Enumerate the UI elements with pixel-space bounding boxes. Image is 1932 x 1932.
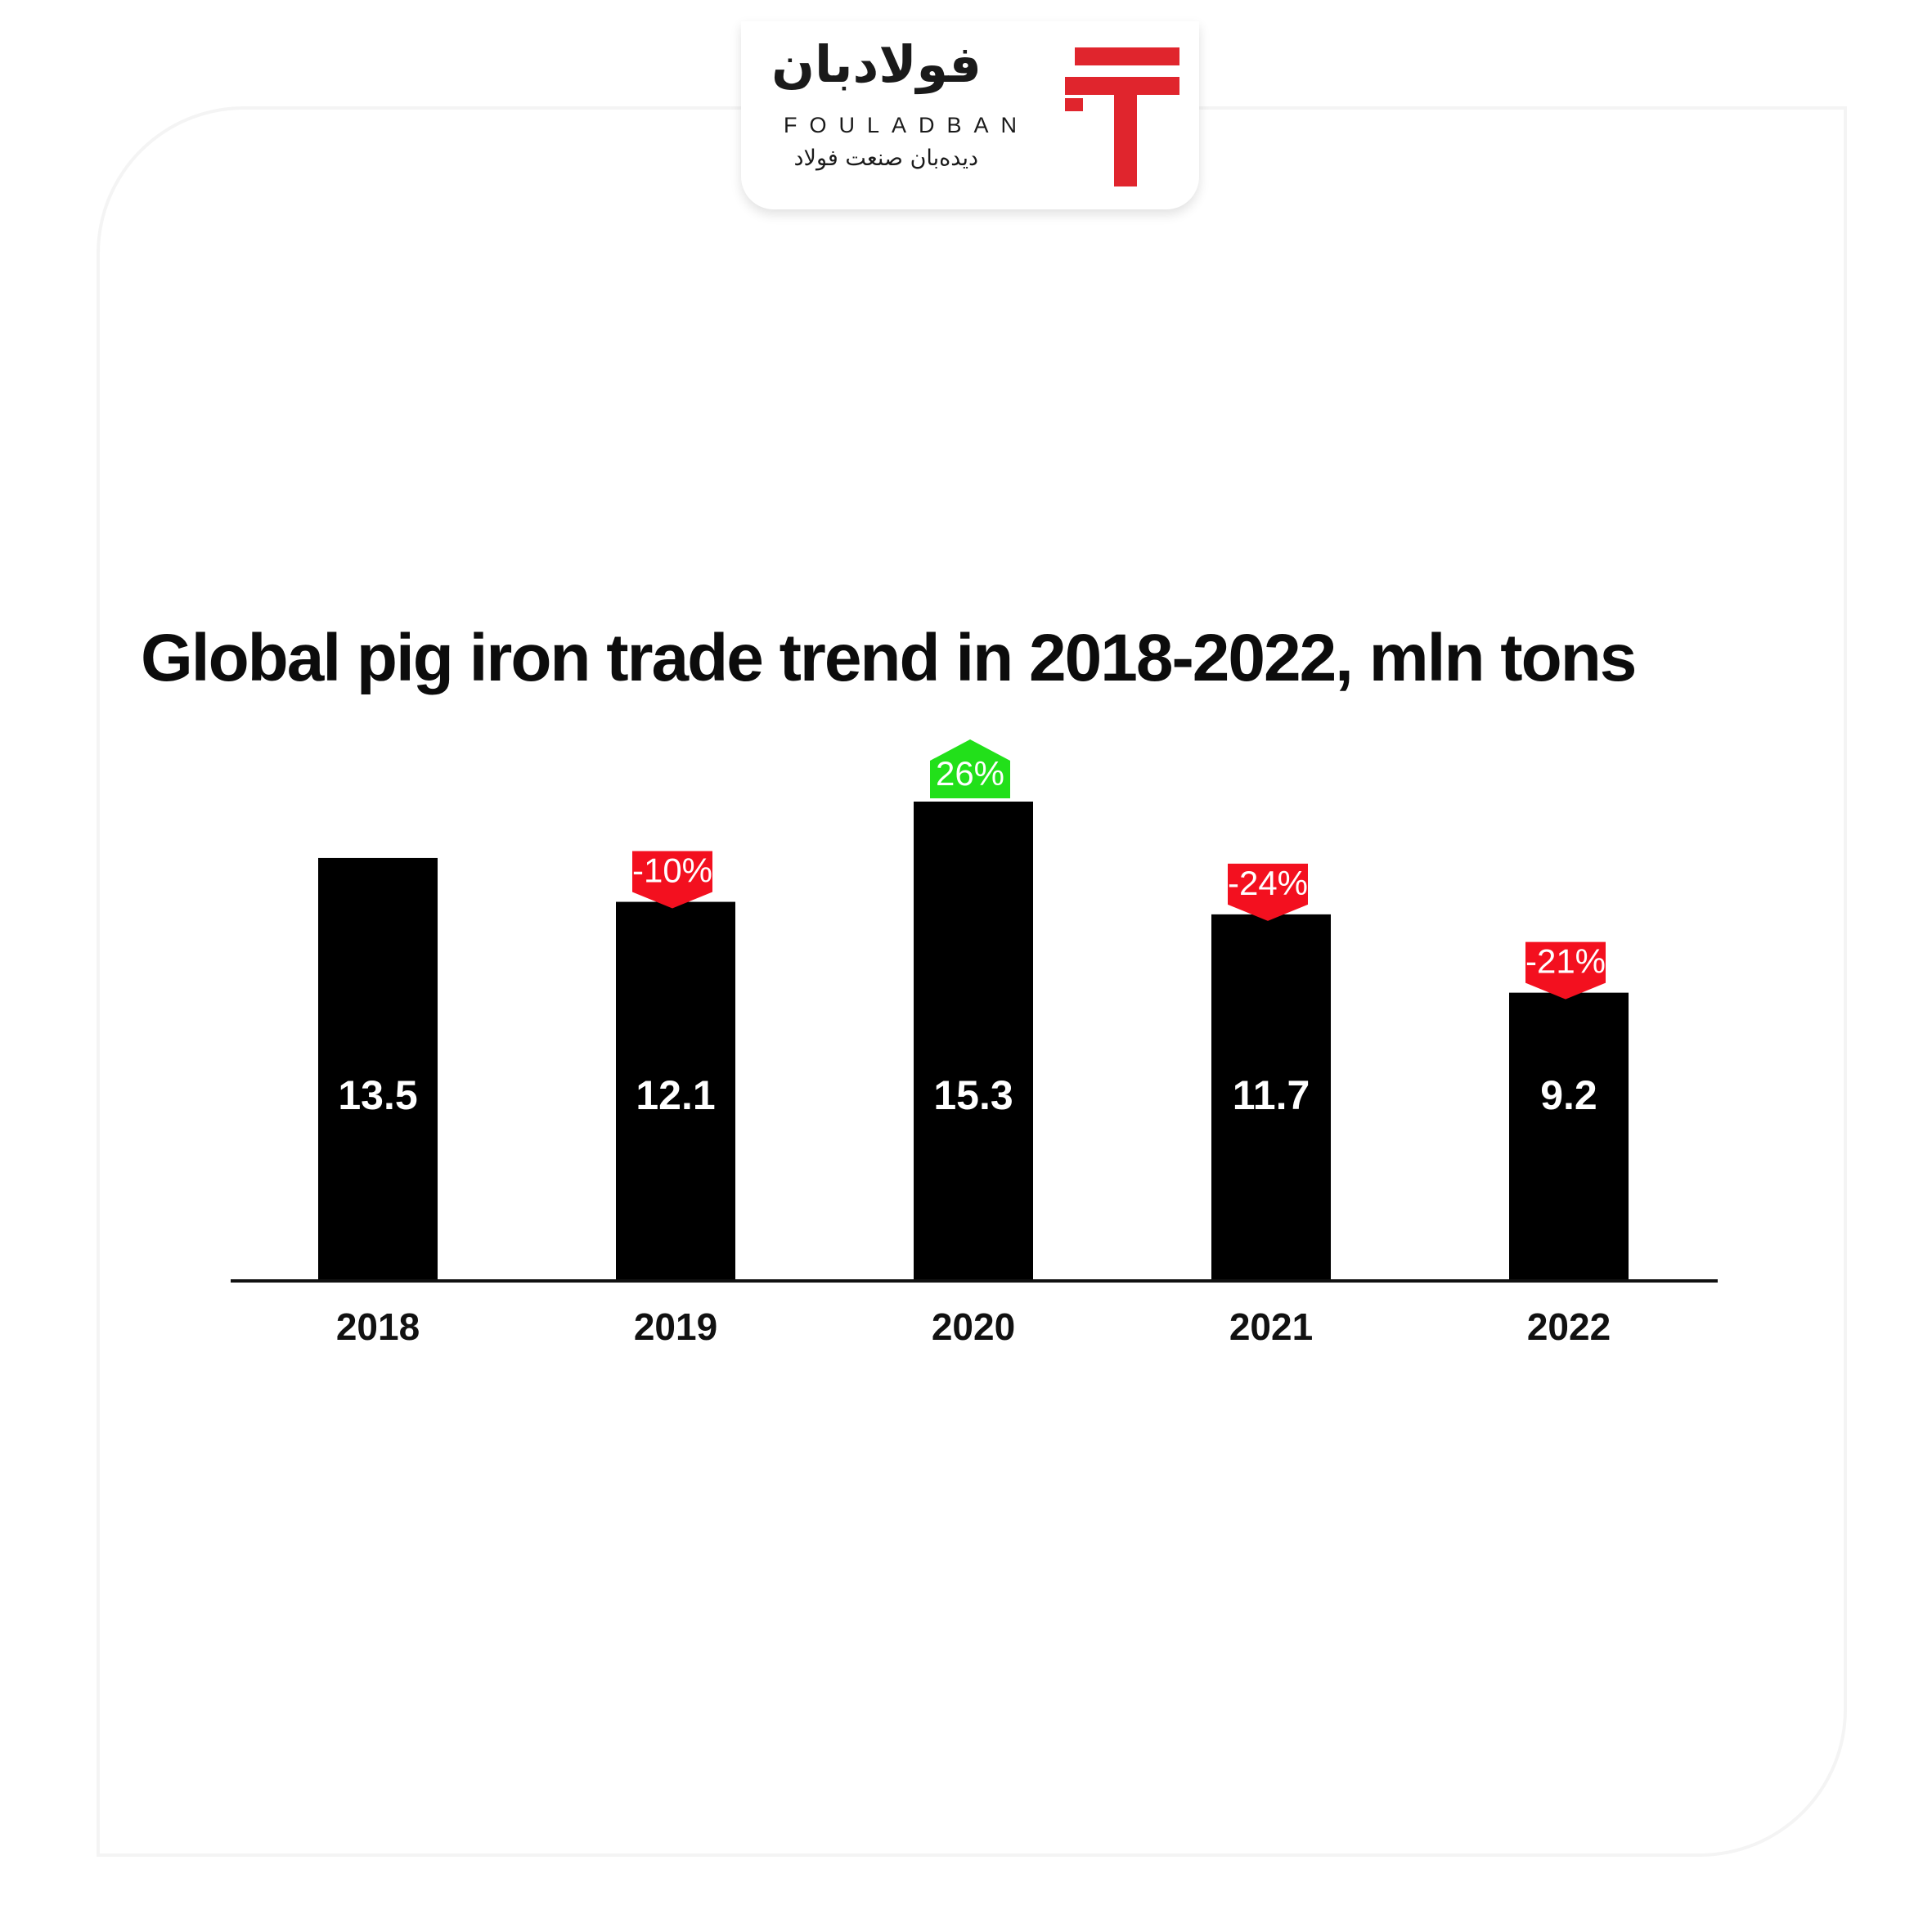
change-badge-label: -21% (1525, 942, 1606, 981)
x-tick-label: 2019 (634, 1305, 717, 1348)
logo-tab: فولادبان FOULADBAN دیده‌بان صنعت فولاد (741, 21, 1199, 209)
change-badge-label: -24% (1228, 864, 1308, 902)
x-tick-label: 2021 (1229, 1305, 1313, 1348)
x-tick-label: 2018 (336, 1305, 420, 1348)
logo-tagline: دیده‌بان صنعت فولاد (793, 146, 978, 171)
bar-2021 (1211, 914, 1331, 1281)
bar-value-label: 12.1 (636, 1072, 715, 1118)
bar-value-label: 13.5 (338, 1072, 417, 1118)
bar-value-label: 11.7 (1233, 1072, 1310, 1118)
change-badge-label: -10% (632, 851, 712, 890)
bar-value-label: 15.3 (933, 1072, 1013, 1118)
change-badge-label: 26% (936, 754, 1004, 793)
logo-name-fa: فولادبان (771, 34, 982, 94)
fouladban-logo-icon (1065, 47, 1179, 186)
change-badge (632, 851, 712, 909)
chart-title: Global pig iron trade trend in 2018-2022… (141, 621, 1637, 695)
change-badge (1228, 863, 1308, 921)
change-badge (930, 739, 1010, 798)
x-tick-label: 2022 (1527, 1305, 1611, 1348)
x-tick-label: 2020 (932, 1305, 1015, 1348)
change-badge (1525, 941, 1606, 1000)
bar-2022 (1509, 992, 1629, 1281)
bar-value-label: 9.2 (1540, 1072, 1597, 1118)
bar-2020 (914, 802, 1033, 1281)
bar-2019 (616, 901, 735, 1281)
bar-2018 (318, 857, 438, 1281)
